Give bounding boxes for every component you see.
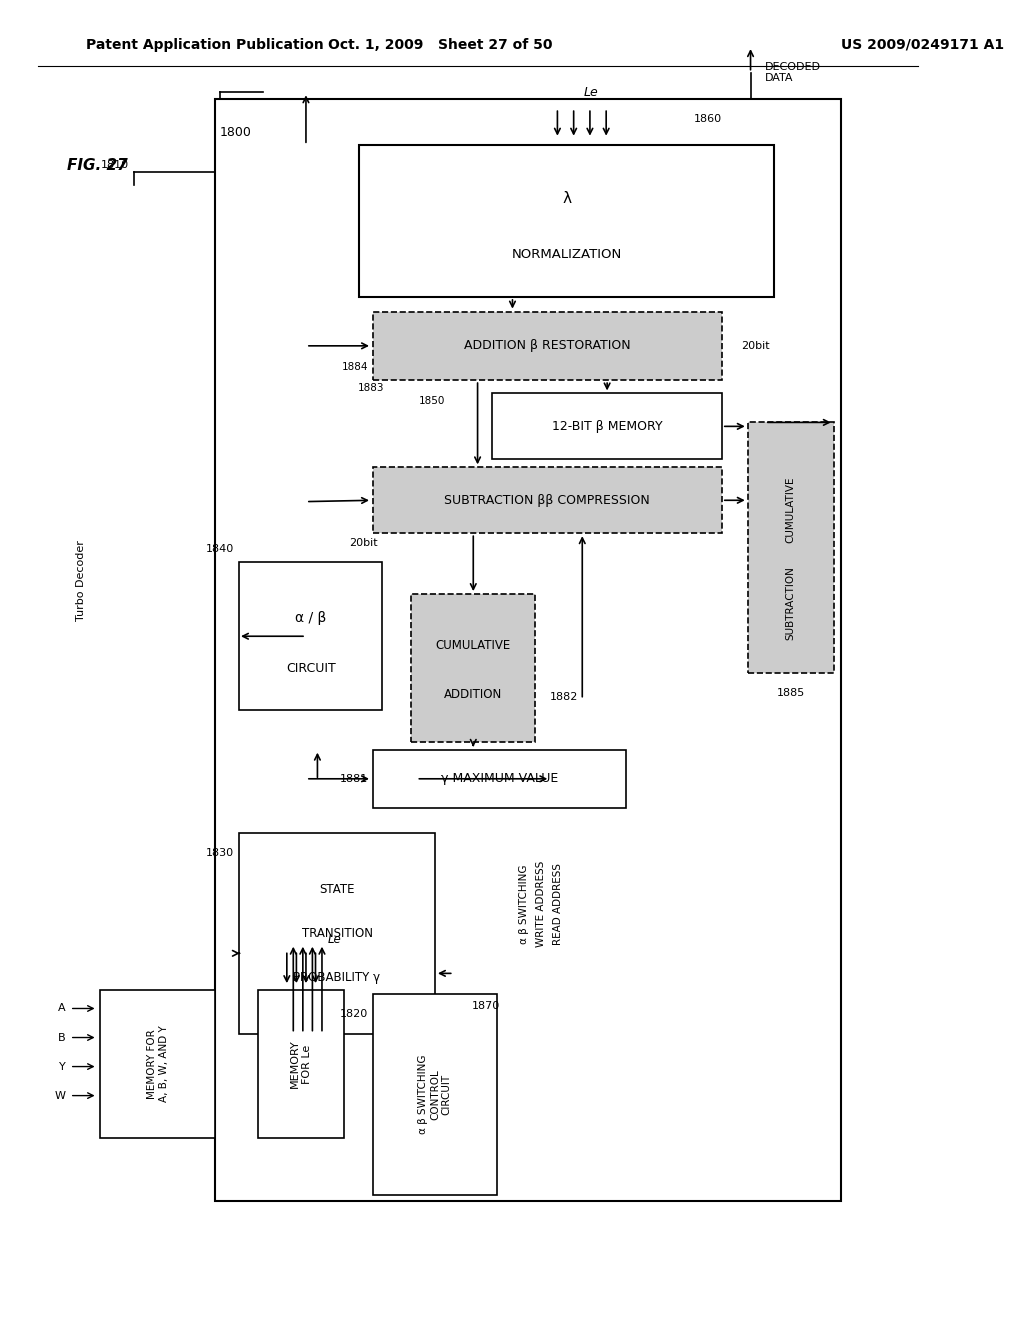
Text: 1870: 1870: [472, 1001, 500, 1011]
Bar: [239, 562, 382, 710]
Text: MEMORY FOR
A, B, W, AND Y: MEMORY FOR A, B, W, AND Y: [147, 1026, 169, 1102]
Text: α β SWITCHING
CONTROL
CIRCUIT: α β SWITCHING CONTROL CIRCUIT: [419, 1055, 452, 1134]
Text: 1881: 1881: [340, 774, 368, 784]
Text: γ MAXIMUM VALUE: γ MAXIMUM VALUE: [441, 772, 558, 785]
Text: Patent Application Publication: Patent Application Publication: [86, 38, 324, 51]
Text: CUMULATIVE: CUMULATIVE: [435, 639, 511, 652]
Text: W: W: [55, 1090, 66, 1101]
Text: 20bit: 20bit: [349, 537, 378, 548]
Text: A: A: [58, 1003, 66, 1014]
Text: α β SWITCHING: α β SWITCHING: [519, 865, 529, 944]
Text: PROBABILITY γ: PROBABILITY γ: [294, 972, 381, 983]
Text: 1884: 1884: [342, 362, 368, 372]
Text: 1883: 1883: [357, 383, 384, 393]
Text: 1840: 1840: [206, 544, 234, 554]
Text: TRANSITION: TRANSITION: [301, 927, 373, 940]
Text: 1830: 1830: [206, 847, 234, 858]
Text: α / β: α / β: [295, 611, 327, 626]
Text: DECODED
DATA: DECODED DATA: [765, 62, 821, 83]
Text: SUBTRACTION: SUBTRACTION: [785, 566, 796, 640]
Text: 1820: 1820: [340, 1008, 368, 1019]
Text: FIG. 27: FIG. 27: [67, 157, 128, 173]
Text: λ: λ: [562, 191, 571, 206]
Text: 20bit: 20bit: [741, 341, 770, 351]
Text: Le: Le: [328, 933, 342, 946]
Bar: [411, 594, 536, 742]
Text: Y: Y: [59, 1061, 66, 1072]
Bar: [373, 994, 498, 1195]
Text: 12-BIT β MEMORY: 12-BIT β MEMORY: [552, 420, 663, 433]
Text: 1885: 1885: [776, 688, 805, 698]
Text: NORMALIZATION: NORMALIZATION: [511, 248, 622, 261]
Text: 1882: 1882: [550, 693, 579, 702]
Bar: [258, 990, 344, 1138]
Text: MEMORY
FOR Le: MEMORY FOR Le: [291, 1040, 312, 1088]
Text: ADDITION β RESTORATION: ADDITION β RESTORATION: [464, 339, 631, 352]
Bar: [239, 833, 435, 1034]
Text: CUMULATIVE: CUMULATIVE: [785, 477, 796, 544]
Text: 1810: 1810: [100, 160, 129, 170]
Text: CIRCUIT: CIRCUIT: [286, 663, 336, 676]
Text: ADDITION: ADDITION: [444, 688, 503, 701]
Bar: [373, 750, 627, 808]
Bar: [358, 145, 774, 297]
Bar: [748, 422, 834, 673]
Text: STATE: STATE: [319, 883, 354, 895]
Text: Oct. 1, 2009   Sheet 27 of 50: Oct. 1, 2009 Sheet 27 of 50: [328, 38, 552, 51]
Text: Le: Le: [584, 86, 598, 99]
Bar: [215, 99, 842, 1201]
Text: READ ADDRESS: READ ADDRESS: [553, 863, 563, 945]
Text: B: B: [58, 1032, 66, 1043]
Text: WRITE ADDRESS: WRITE ADDRESS: [537, 861, 546, 948]
Bar: [493, 393, 722, 459]
Text: SUBTRACTION ββ COMPRESSION: SUBTRACTION ββ COMPRESSION: [444, 494, 650, 507]
Text: US 2009/0249171 A1: US 2009/0249171 A1: [842, 38, 1005, 51]
Bar: [100, 990, 215, 1138]
Bar: [373, 467, 722, 533]
Text: 1800: 1800: [220, 125, 252, 139]
Bar: [373, 312, 722, 380]
Text: 1850: 1850: [419, 396, 445, 407]
Text: Turbo Decoder: Turbo Decoder: [76, 540, 86, 622]
Text: 1860: 1860: [693, 114, 722, 124]
